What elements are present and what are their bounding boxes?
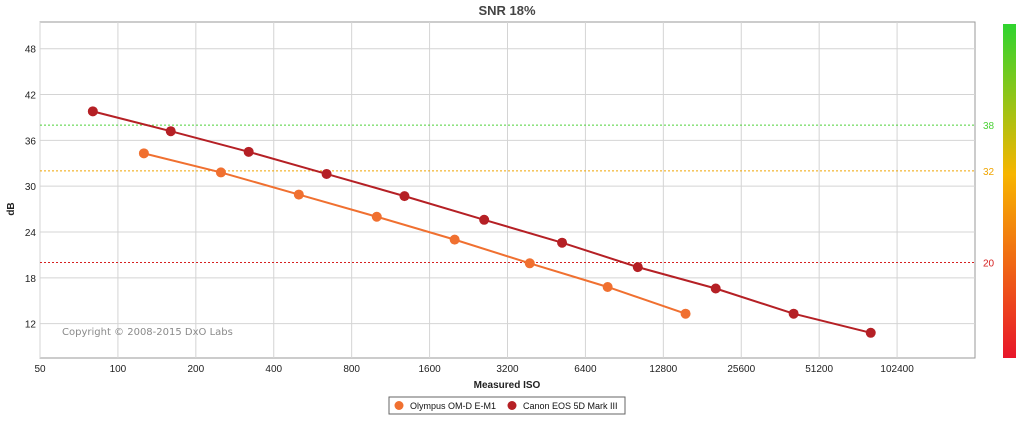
- data-point: [710, 283, 721, 294]
- x-tick-label: 6400: [574, 364, 597, 375]
- reference-label: 20: [983, 259, 995, 270]
- gridlines: [39, 22, 975, 358]
- y-tick-label: 36: [25, 136, 37, 147]
- data-point: [632, 262, 643, 273]
- copyright-note: Copyright © 2008-2015 DxO Labs: [62, 327, 233, 338]
- x-axis-label: Measured ISO: [474, 380, 541, 391]
- x-tick-label: 12800: [649, 364, 677, 375]
- x-tick-label: 3200: [496, 364, 519, 375]
- data-point: [449, 234, 460, 245]
- data-point: [321, 168, 332, 179]
- legend-marker-olympus: [394, 401, 404, 410]
- legend[interactable]: Olympus OM-D E-M1 Canon EOS 5D Mark III: [388, 396, 626, 415]
- y-axis-label: dB: [6, 202, 17, 215]
- data-point: [680, 308, 691, 319]
- x-tick-label: 25600: [727, 364, 755, 375]
- data-point: [243, 146, 254, 157]
- reference-lines: 38 32 20: [40, 121, 995, 270]
- x-tick-label: 50: [34, 364, 46, 375]
- y-axis-ticks: 12 18 24 30 36 42 48: [25, 45, 37, 331]
- data-point: [293, 189, 304, 200]
- y-tick-label: 18: [25, 274, 37, 285]
- x-tick-label: 1600: [418, 364, 441, 375]
- x-axis-ticks: 50 100 200 400 800 1600 3200 6400 12800 25600 5120…: [34, 364, 914, 375]
- legend-label-olympus[interactable]: Olympus OM-D E-M1: [410, 401, 496, 411]
- color-scale-bar: [1003, 24, 1016, 358]
- series-1: [87, 106, 876, 338]
- data-point: [399, 191, 410, 202]
- legend-label-canon[interactable]: Canon EOS 5D Mark III: [523, 401, 618, 411]
- data-point: [524, 258, 535, 269]
- reference-label: 38: [983, 121, 995, 132]
- y-tick-label: 24: [25, 228, 37, 239]
- reference-label: 32: [983, 167, 995, 178]
- data-point: [602, 281, 613, 292]
- y-tick-label: 42: [25, 91, 37, 102]
- chart-title: SNR 18%: [478, 3, 536, 18]
- x-tick-label: 400: [265, 364, 282, 375]
- series-0: [138, 148, 691, 319]
- y-tick-label: 30: [25, 182, 37, 193]
- x-tick-label: 51200: [805, 364, 833, 375]
- y-tick-label: 48: [25, 45, 37, 56]
- data-series: [87, 106, 876, 338]
- data-point: [371, 211, 382, 222]
- series-line: [143, 152, 686, 315]
- x-tick-label: 100: [110, 364, 127, 375]
- data-point: [215, 167, 226, 178]
- data-point: [87, 106, 98, 117]
- y-tick-label: 12: [25, 320, 37, 331]
- data-point: [788, 308, 799, 319]
- legend-marker-canon: [507, 401, 517, 410]
- data-point: [138, 148, 149, 159]
- data-point: [165, 126, 176, 137]
- legend-box: [388, 396, 626, 415]
- x-tick-label: 800: [343, 364, 360, 375]
- x-tick-label: 102400: [880, 364, 914, 375]
- x-tick-label: 200: [187, 364, 204, 375]
- data-point: [557, 237, 568, 248]
- data-point: [865, 327, 876, 338]
- data-point: [479, 214, 490, 225]
